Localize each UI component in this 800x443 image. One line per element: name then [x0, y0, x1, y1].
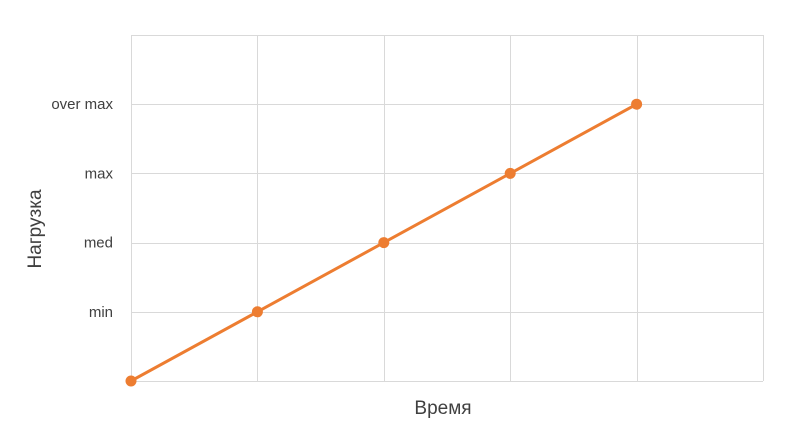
data-point: [378, 237, 390, 249]
y-tick-label: over max: [51, 96, 113, 113]
y-tick-label: min: [89, 304, 113, 321]
y-axis-title: Нагрузка: [25, 189, 46, 269]
data-point: [251, 306, 263, 318]
data-point: [631, 98, 643, 110]
data-point: [125, 375, 137, 387]
grid: [131, 35, 764, 382]
y-tick-labels: min med max over max: [51, 96, 113, 321]
y-tick-label: med: [84, 235, 113, 252]
y-tick-label: max: [85, 165, 114, 182]
series-layer: [125, 98, 643, 387]
x-axis-title: Время: [414, 398, 471, 419]
data-point: [504, 167, 516, 179]
